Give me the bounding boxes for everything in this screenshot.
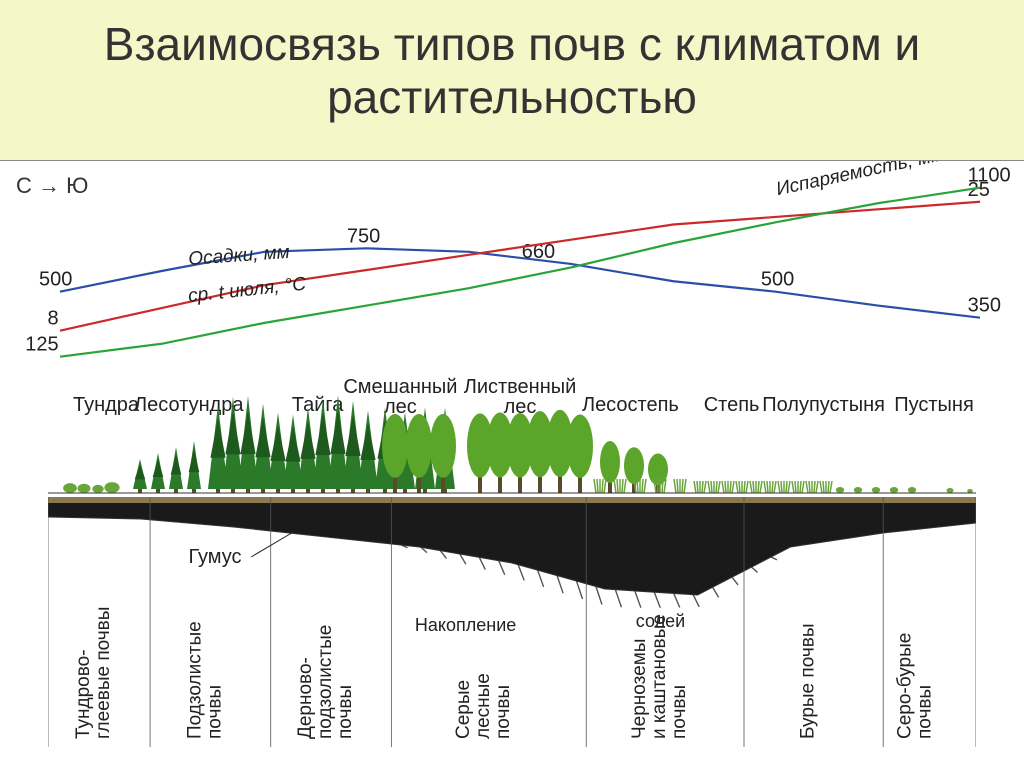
slide: Взаимосвязь типов почв с климатом и раст… (0, 0, 1024, 767)
svg-text:почвы: почвы (493, 685, 514, 739)
svg-text:Серые: Серые (453, 680, 474, 739)
svg-text:750: 750 (347, 225, 380, 247)
svg-text:подзолистые: подзолистые (315, 625, 336, 739)
soil-profile: ГумусНакоплениесолейТундрово-глеевые поч… (48, 497, 976, 747)
svg-text:1100: 1100 (968, 165, 1011, 187)
svg-text:Черноземы: Черноземы (629, 639, 650, 739)
diagram: С → Ю Осадки, мм500750660500350ср. t июл… (0, 160, 1024, 767)
svg-text:Серо-бурые: Серо-бурые (894, 633, 915, 739)
svg-text:ср. t июля, °С: ср. t июля, °С (187, 274, 307, 307)
svg-text:500: 500 (761, 269, 794, 291)
svg-text:Гумус: Гумус (189, 546, 242, 568)
svg-text:почвы: почвы (669, 685, 690, 739)
vegetation-strip (0, 383, 1024, 499)
svg-text:350: 350 (968, 295, 1001, 317)
svg-text:125: 125 (25, 334, 58, 356)
svg-text:Накопление: Накопление (415, 615, 516, 635)
svg-text:8: 8 (47, 308, 58, 330)
svg-text:Осадки, мм: Осадки, мм (188, 242, 291, 270)
svg-text:Дерново-: Дерново- (295, 657, 316, 739)
svg-text:лесные: лесные (473, 673, 494, 739)
svg-text:глеевые почвы: глеевые почвы (93, 607, 114, 739)
svg-text:почвы: почвы (914, 685, 935, 739)
page-title: Взаимосвязь типов почв с климатом и раст… (0, 0, 1024, 134)
svg-text:Тундрово-: Тундрово- (73, 649, 94, 739)
svg-text:почвы: почвы (335, 685, 356, 739)
svg-text:и каштановые: и каштановые (649, 614, 670, 739)
svg-text:Испаряемость, мм: Испаряемость, мм (774, 161, 945, 200)
svg-text:почвы: почвы (204, 685, 225, 739)
svg-text:500: 500 (39, 269, 72, 291)
svg-text:Подзолистые: Подзолистые (184, 621, 205, 739)
svg-text:Бурые почвы: Бурые почвы (798, 624, 819, 740)
